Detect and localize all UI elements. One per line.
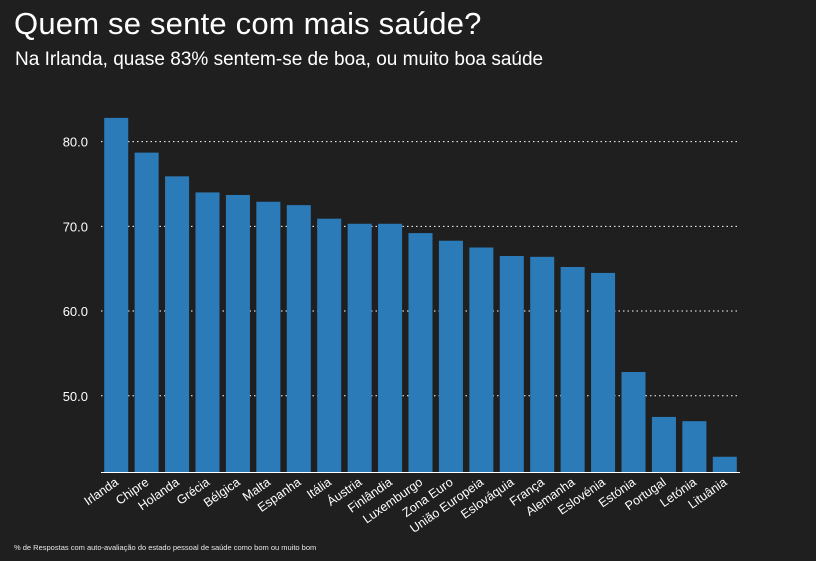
bar xyxy=(499,255,524,472)
bar xyxy=(621,372,646,472)
bar xyxy=(286,205,311,472)
bar xyxy=(408,233,433,472)
footnote: % de Respostas com auto-avaliação do est… xyxy=(14,543,317,552)
bar xyxy=(469,247,494,472)
bar xyxy=(530,256,555,472)
bar xyxy=(712,456,737,472)
y-tick-label: 70.0 xyxy=(63,219,88,234)
bar xyxy=(591,272,616,472)
bar xyxy=(317,218,342,472)
bar xyxy=(682,421,707,472)
bar xyxy=(560,266,585,472)
bar xyxy=(225,194,250,472)
bar xyxy=(438,240,463,472)
bar xyxy=(651,416,676,472)
bar xyxy=(256,201,281,472)
bar xyxy=(134,152,159,472)
chart-title: Quem se sente com mais saúde? xyxy=(14,6,482,41)
bar xyxy=(165,176,190,473)
x-tick-label: Irlanda xyxy=(82,475,121,508)
y-tick-label: 80.0 xyxy=(63,135,88,150)
y-tick-label: 60.0 xyxy=(63,304,88,319)
bar xyxy=(347,223,372,472)
bar xyxy=(195,192,220,472)
bar xyxy=(104,117,129,473)
chart-subtitle: Na Irlanda, quase 83% sentem-se de boa, … xyxy=(15,49,544,70)
y-tick-label: 50.0 xyxy=(63,389,88,404)
bar xyxy=(378,223,403,472)
